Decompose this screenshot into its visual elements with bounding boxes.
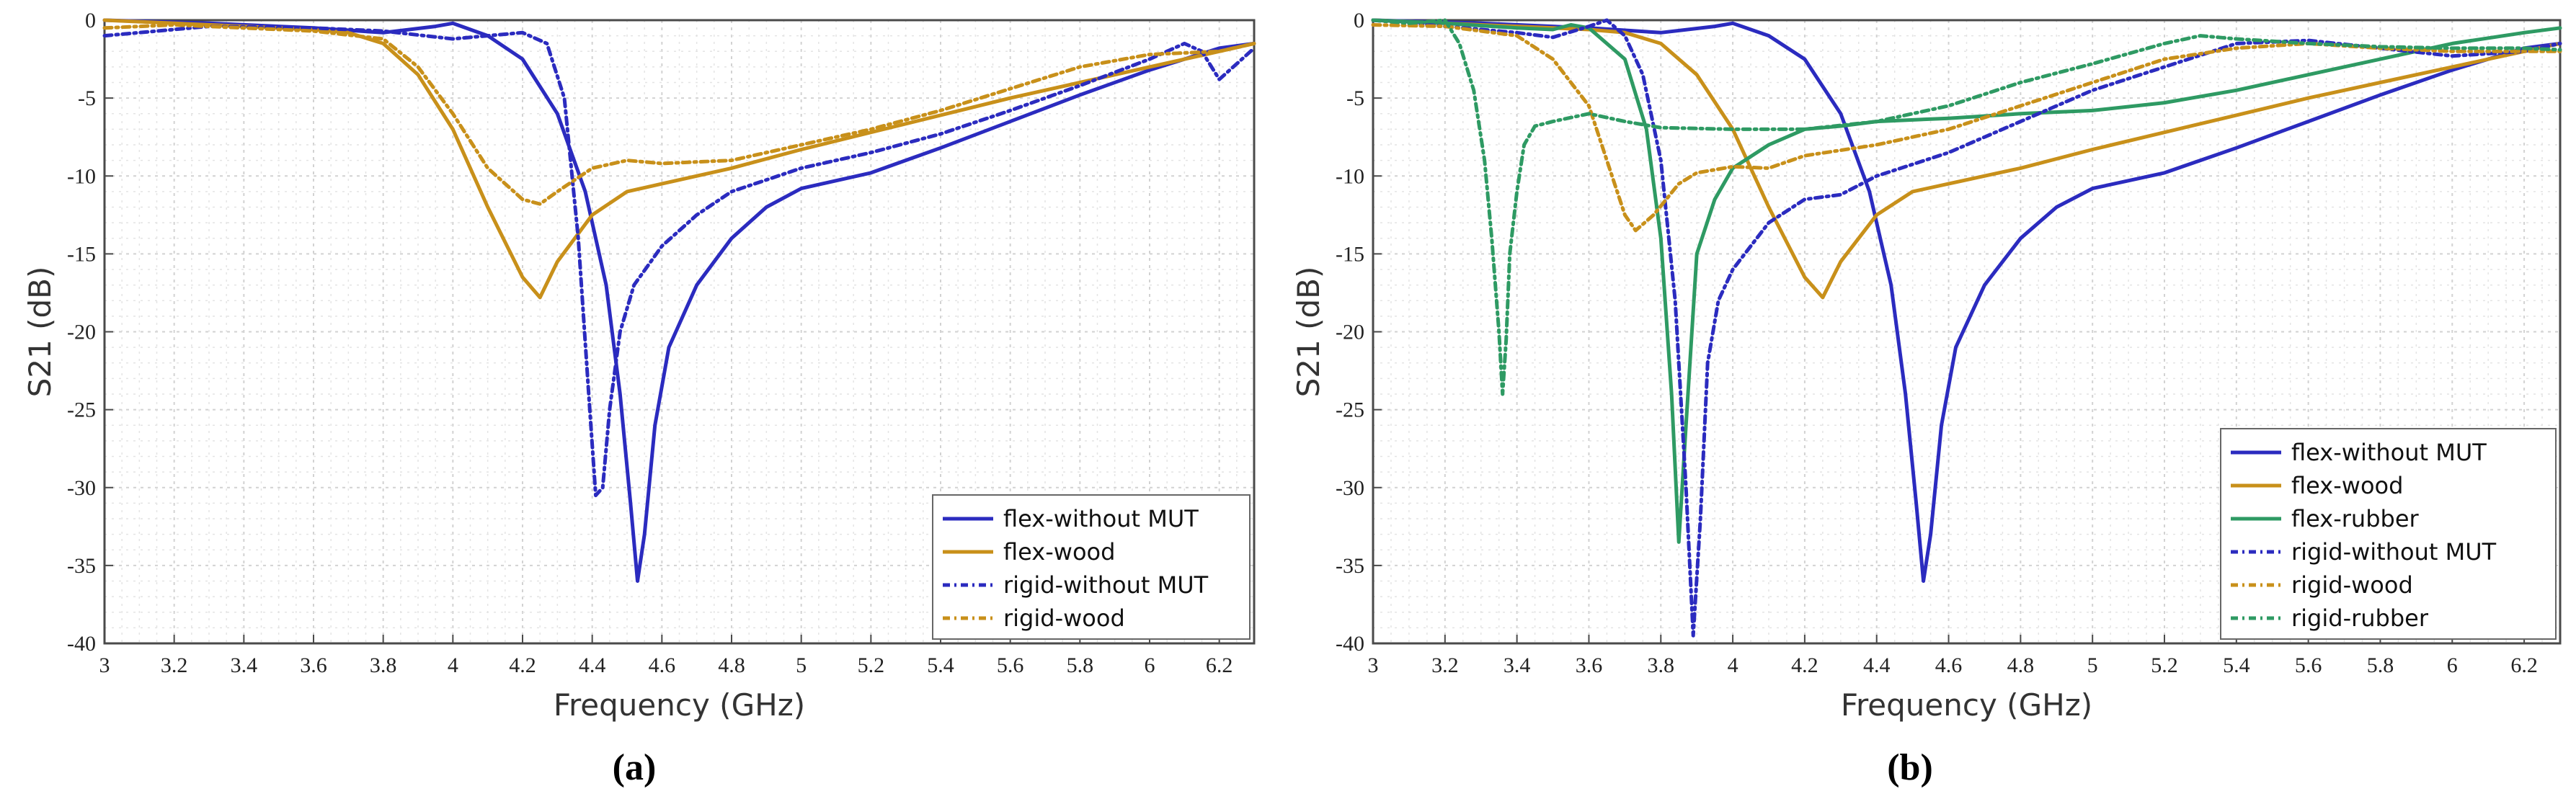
x-tick-label: 4.2: [1791, 653, 1818, 677]
x-tick-label: 4.6: [1935, 653, 1963, 677]
legend-label: flex-wood: [2291, 472, 2403, 499]
legend-box: [2220, 428, 2557, 640]
series-line: [1371, 23, 2562, 233]
legend-label: rigid-wood: [1003, 604, 1125, 632]
x-tick-label: 6: [2447, 653, 2458, 677]
x-tick-label: 6.2: [1206, 653, 1233, 677]
y-tick-label: 0: [85, 9, 96, 32]
legend-a: flex-without MUT flex-wood rigid-without M…: [932, 494, 1251, 640]
panel-caption-a: (a): [613, 747, 657, 788]
y-tick-label: -35: [67, 554, 96, 578]
legend-label: rigid-without MUT: [1003, 571, 1209, 599]
series-line: [1371, 18, 2562, 583]
x-tick-label: 4.4: [579, 653, 606, 677]
legend-label: flex-rubber: [2291, 505, 2420, 532]
panel-caption-b: (b): [1887, 747, 1933, 788]
x-tick-label: 5.4: [2223, 653, 2250, 677]
y-tick-label: -20: [1336, 321, 1364, 344]
series-a: [102, 18, 1256, 583]
legend-label: flex-without MUT: [1003, 505, 1199, 532]
x-tick-label: 5.6: [2295, 653, 2322, 677]
legend-label: flex-without MUT: [2291, 439, 2487, 466]
x-tick-label: 3.4: [231, 653, 258, 677]
legend-label: rigid-wood: [2291, 571, 2413, 599]
x-tick-label: 4: [448, 653, 458, 677]
x-tick-label: 5.4: [927, 653, 954, 677]
y-tick-label: -10: [67, 164, 96, 188]
y-tick-label: -20: [67, 321, 96, 344]
x-axis-title-b: Frequency (GHz): [1841, 687, 2092, 723]
y-tick-label: 0: [1354, 9, 1364, 32]
x-tick-label: 3: [1368, 653, 1379, 677]
y-tick-label: -10: [1336, 164, 1364, 188]
x-axis-title-a: Frequency (GHz): [554, 687, 805, 723]
legend-label: rigid-rubber: [2291, 604, 2429, 632]
x-tick-label: 4.8: [718, 653, 745, 677]
series-line: [1371, 18, 2562, 638]
x-tick-label: 6.2: [2510, 653, 2538, 677]
x-tick-label: 4.2: [509, 653, 536, 677]
legend-b: flex-without MUT flex-wood flex-rubber rigi…: [2220, 428, 2557, 640]
y-tick-label: -30: [1336, 476, 1364, 500]
x-tick-label: 3.2: [161, 653, 188, 677]
chart-panel-a: 3 3.2 3.4 3.6 3.8 4 4.2 4.4 4.6 4.8 5 5.2 5.4 5.6 5.8 6…: [22, 9, 1256, 788]
legend-label: rigid-without MUT: [2291, 538, 2497, 566]
y-axis-title-b: S21 (dB): [1291, 267, 1326, 398]
y-ticks-b: 0 -5 -10 -15 -20 -25 -30 -35 -40: [1336, 9, 1382, 656]
legend-label: flex-wood: [1003, 538, 1115, 566]
y-tick-label: -5: [1346, 86, 1364, 110]
y-tick-label: -15: [67, 242, 96, 266]
x-tick-label: 5.2: [2151, 653, 2178, 677]
y-ticks-a: 0 -5 -10 -15 -20 -25 -30 -35 -40: [67, 9, 113, 656]
x-tick-label: 5.2: [858, 653, 885, 677]
x-ticks-a: 3 3.2 3.4 3.6 3.8 4 4.2 4.4 4.6 4.8 5 5.2 5.4 5.6 5.8 6…: [99, 635, 1233, 677]
y-tick-label: -30: [67, 476, 96, 500]
x-ticks-b: 3 3.2 3.4 3.6 3.8 4 4.2 4.4 4.6 4.8 5 5.2 5.4 5.6 5.8 6…: [1368, 635, 2538, 677]
x-tick-label: 3.6: [1576, 653, 1603, 677]
y-tick-label: -35: [1336, 554, 1364, 578]
x-tick-label: 3.6: [300, 653, 327, 677]
y-tick-label: -5: [78, 86, 96, 110]
series-b: [1371, 18, 2562, 638]
series-line: [102, 23, 1256, 206]
y-tick-label: -25: [67, 398, 96, 422]
series-line: [102, 18, 1256, 300]
x-tick-label: 4: [1728, 653, 1738, 677]
x-tick-label: 5.8: [1067, 653, 1094, 677]
x-tick-label: 6: [1145, 653, 1155, 677]
y-tick-label: -15: [1336, 242, 1364, 266]
x-tick-label: 4.6: [649, 653, 676, 677]
x-tick-label: 3.4: [1504, 653, 1531, 677]
y-axis-title-a: S21 (dB): [22, 267, 58, 398]
x-tick-label: 4.8: [2007, 653, 2035, 677]
x-tick-label: 3.8: [370, 653, 397, 677]
x-tick-label: 5: [2087, 653, 2098, 677]
x-tick-label: 3: [99, 653, 110, 677]
series-line: [102, 18, 1256, 583]
series-line: [102, 24, 1256, 498]
y-tick-label: -40: [1336, 632, 1364, 656]
x-tick-label: 5: [796, 653, 807, 677]
x-tick-label: 3.2: [1431, 653, 1459, 677]
chart-panel-b: 3 3.2 3.4 3.6 3.8 4 4.2 4.4 4.6 4.8 5 5.2 5.4 5.6 5.8 6…: [1291, 9, 2562, 788]
x-tick-label: 4.4: [1863, 653, 1891, 677]
y-tick-label: -40: [67, 632, 96, 656]
x-tick-label: 5.8: [2367, 653, 2394, 677]
series-line: [1371, 18, 2562, 396]
x-tick-label: 5.6: [997, 653, 1024, 677]
y-tick-label: -25: [1336, 398, 1364, 422]
x-tick-label: 3.8: [1648, 653, 1675, 677]
